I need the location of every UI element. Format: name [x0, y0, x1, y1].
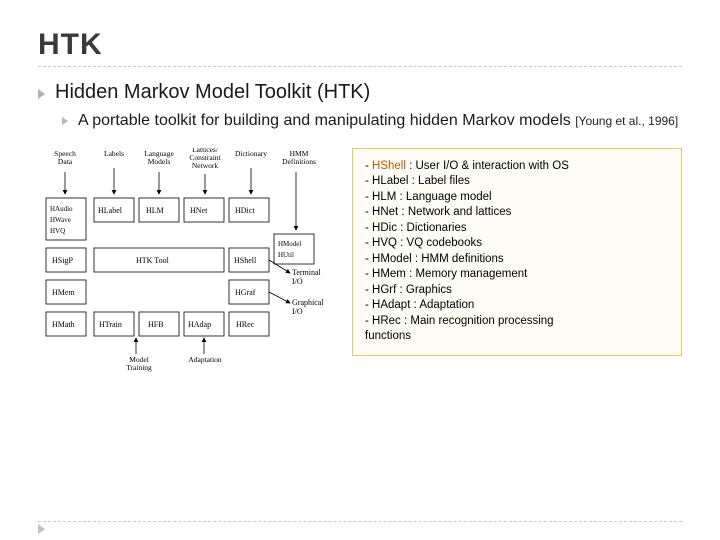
diagram-wrap: SpeechData Labels LanguageModels Lattice…: [38, 148, 338, 403]
hmodel-cell: HModel: [278, 240, 301, 248]
bot-cell: HTrain: [99, 320, 122, 329]
legend-line: - HRec : Main recognition processing: [365, 314, 669, 330]
mid-cell: HLabel: [98, 206, 123, 215]
top-label: HMMDefinitions: [274, 150, 324, 166]
sub-text: A portable toolkit for building and mani…: [78, 110, 678, 132]
bot-label: Adaptation: [180, 356, 230, 364]
top-label: Lattices/ConstraintNetwork: [182, 148, 228, 170]
hshell-cell: HShell: [234, 256, 257, 265]
legend-line: - HNet : Network and lattices: [365, 205, 669, 221]
legend-line: - HLM : Language model: [365, 190, 669, 206]
left-cell: HWave: [50, 216, 71, 224]
bullet-icon: [38, 89, 45, 99]
footer-bullet: [38, 518, 45, 534]
htk-tool-cell: HTK Tool: [136, 256, 170, 265]
bot-cell: HRec: [236, 320, 255, 329]
left-cell: HVQ: [50, 227, 65, 235]
sub-row: A portable toolkit for building and mani…: [62, 110, 682, 132]
legend-line: - HAdapt : Adaptation: [365, 298, 669, 314]
bullet-icon: [38, 524, 45, 534]
left-cell: HMem: [52, 288, 75, 297]
left-cell: HSigP: [52, 256, 73, 265]
legend-line: - HLabel : Label files: [365, 174, 669, 190]
heading-text: Hidden Markov Model Toolkit (HTK): [55, 81, 370, 104]
legend-line: - HDic : Dictionaries: [365, 221, 669, 237]
hgraf-cell: HGraf: [235, 288, 256, 297]
page-title: HTK: [38, 28, 682, 62]
hutil-cell: HUtil: [278, 251, 294, 259]
bot-cell: HFB: [148, 320, 164, 329]
bot-cell: HAdap: [188, 320, 211, 329]
footer-divider: [38, 521, 682, 522]
legend-line: - HMem : Memory management: [365, 267, 669, 283]
mid-cell: HNet: [190, 206, 208, 215]
legend-line: - HShell : User I/O & interaction with O…: [365, 159, 669, 175]
top-label: Dictionary: [228, 150, 274, 158]
top-label: SpeechData: [42, 150, 88, 166]
citation: [Young et al., 1996]: [575, 114, 678, 128]
bullet-icon: [62, 117, 68, 125]
htk-diagram: SpeechData Labels LanguageModels Lattice…: [38, 148, 338, 398]
top-label: Labels: [94, 150, 134, 158]
legend-line: - HVQ : VQ codebooks: [365, 236, 669, 252]
lower-content: SpeechData Labels LanguageModels Lattice…: [38, 148, 682, 403]
heading-row: Hidden Markov Model Toolkit (HTK): [38, 81, 682, 104]
legend-line: - HModel : HMM definitions: [365, 252, 669, 268]
title-divider: [38, 66, 682, 67]
top-label: LanguageModels: [136, 150, 182, 166]
mid-cell: HLM: [146, 206, 164, 215]
side-label: TerminalI/O: [292, 268, 336, 286]
left-cell: HMath: [52, 320, 75, 329]
legend-box: - HShell : User I/O & interaction with O…: [352, 148, 682, 356]
legend-highlight: HShell: [372, 160, 406, 172]
mid-cell: HDict: [235, 206, 255, 215]
legend-tail: functions: [365, 329, 669, 345]
bot-label: ModelTraining: [114, 356, 164, 372]
side-label: GraphicalI/O: [292, 298, 336, 316]
sub-body: A portable toolkit for building and mani…: [78, 112, 571, 129]
left-cell: HAudio: [50, 205, 73, 213]
legend-line: - HGrf : Graphics: [365, 283, 669, 299]
